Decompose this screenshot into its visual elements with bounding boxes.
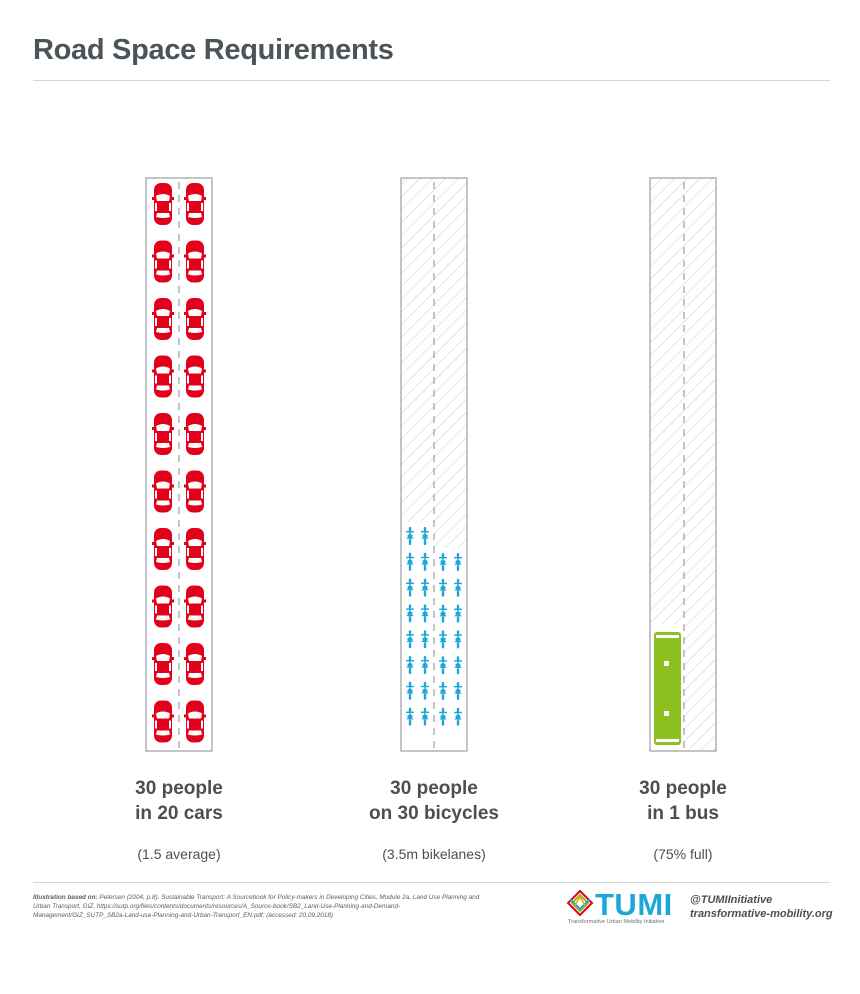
car-icon xyxy=(184,528,206,570)
car-icon xyxy=(152,355,174,398)
bus xyxy=(654,632,681,745)
source-credit: Illustration based on: Petersen (2004, p… xyxy=(33,893,483,920)
bicycle-caption-line2: on 30 bicycles xyxy=(369,803,499,824)
tumi-wordmark: TUMI xyxy=(595,887,673,922)
car-icon xyxy=(152,183,174,225)
bicycle-occupied-right xyxy=(434,548,466,750)
car-icon xyxy=(184,240,206,283)
bus-caption: 30 people in 1 bus xyxy=(573,776,793,826)
bus-body xyxy=(654,632,681,745)
car-caption-line2: in 20 cars xyxy=(135,803,223,824)
tumi-mark-icon xyxy=(566,889,594,917)
twitter-handle[interactable]: @TUMIInitiative xyxy=(690,894,773,906)
car-caption: 30 people in 20 cars xyxy=(69,776,289,826)
car-icon xyxy=(184,355,206,398)
tumi-logo[interactable]: TUMI Transformative Urban Mobility Initi… xyxy=(566,887,681,931)
car-icon xyxy=(184,298,206,340)
social-links: @TUMIInitiative transformative-mobility.… xyxy=(690,893,833,921)
car-icon xyxy=(152,470,174,513)
bus-road xyxy=(649,177,717,752)
car-icon xyxy=(152,585,174,628)
bicycle-road xyxy=(400,177,468,752)
car-road xyxy=(145,177,213,752)
tumi-tagline: Transformative Urban Mobility Initiative xyxy=(568,919,665,925)
bus-rear-window xyxy=(656,739,679,742)
car-icon xyxy=(152,700,174,743)
bicycle-caption: 30 people on 30 bicycles xyxy=(324,776,544,826)
car-icon xyxy=(152,298,174,340)
credit-label: Illustration based on: xyxy=(33,894,98,901)
footer-divider xyxy=(33,882,830,883)
bus-roof-hatch-front xyxy=(664,661,669,666)
credit-text: Petersen (2004, p.8). Sustainable Transp… xyxy=(33,894,480,919)
car-icon xyxy=(184,643,206,685)
bicycle-caption-line1: 30 people xyxy=(390,778,478,799)
bicycle-note: (3.5m bikelanes) xyxy=(382,846,486,862)
bicycle-occupied-left xyxy=(402,522,434,750)
car-icon xyxy=(152,240,174,283)
car-icon xyxy=(184,413,206,455)
car-icon xyxy=(184,700,206,743)
car-icon xyxy=(184,585,206,628)
title-divider xyxy=(33,80,830,81)
bus-roof-hatch-rear xyxy=(664,711,669,716)
car-icon xyxy=(152,528,174,570)
website-link[interactable]: transformative-mobility.org xyxy=(690,908,833,920)
car-icon xyxy=(184,183,206,225)
bus-caption-line2: in 1 bus xyxy=(647,803,719,824)
page-title: Road Space Requirements xyxy=(33,34,394,66)
car-caption-line1: 30 people xyxy=(135,778,223,799)
car-note: (1.5 average) xyxy=(137,846,221,862)
bus-note: (75% full) xyxy=(653,846,713,862)
car-icon xyxy=(152,413,174,455)
bus-caption-line1: 30 people xyxy=(639,778,727,799)
bus-windshield xyxy=(656,635,679,638)
car-icon xyxy=(152,643,174,685)
car-icon xyxy=(184,470,206,513)
